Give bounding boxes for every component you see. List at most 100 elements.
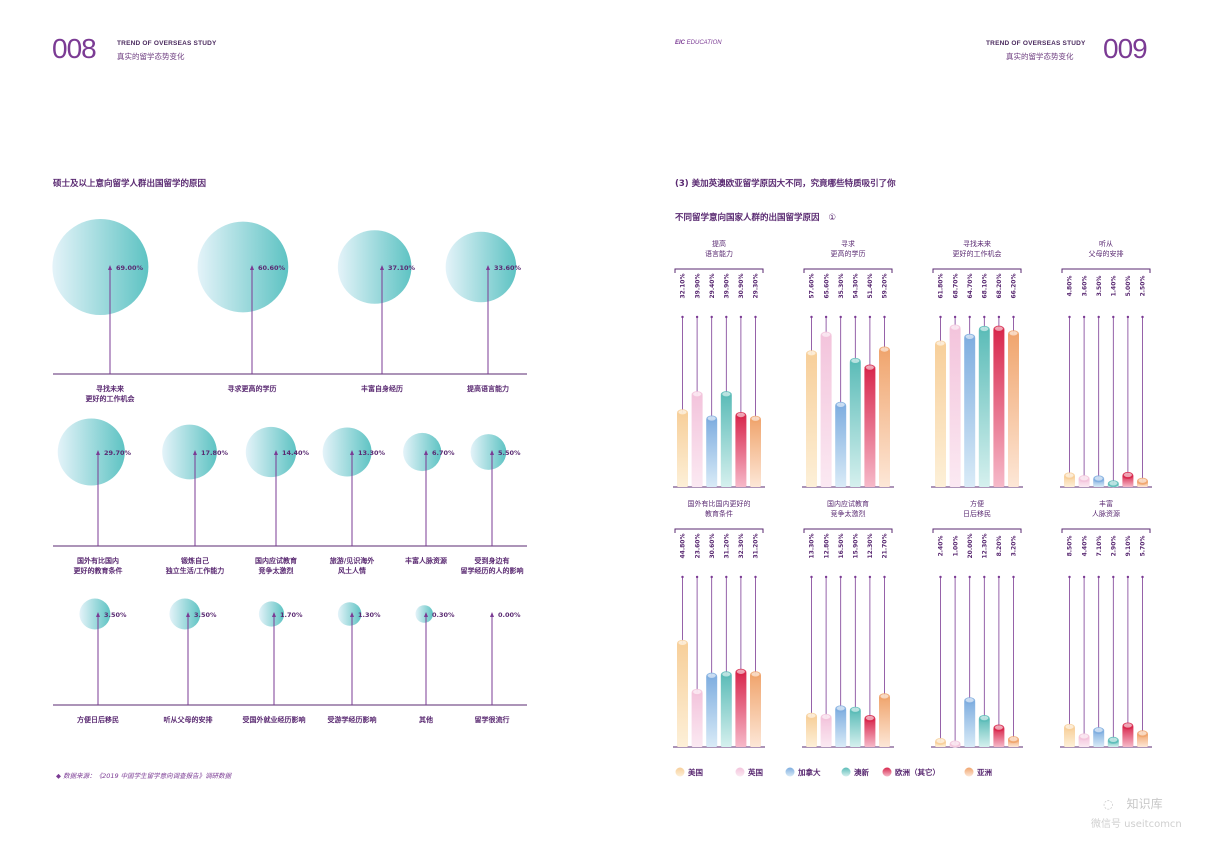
group-label-line: 提高 — [712, 239, 726, 248]
bar-stem-dot — [1112, 315, 1115, 319]
bubble — [470, 434, 507, 470]
bubble-category-label: 旅游/见识海外风土人情 — [329, 556, 375, 575]
bar-cap-highlight — [851, 707, 860, 712]
bubble-category-label: 方便日后移民 — [77, 715, 119, 724]
bar-value-label: 12.30% — [982, 534, 989, 559]
stem-arrow-icon — [186, 612, 190, 617]
bar — [806, 353, 817, 487]
bar-value-label: 13.30% — [809, 534, 816, 559]
bar-cap-highlight — [1109, 481, 1118, 486]
bar-cap-highlight — [1094, 727, 1103, 733]
bar-cap-highlight — [822, 714, 831, 720]
bubble-category-label-line: 风土人情 — [338, 566, 366, 575]
bar-stem-dot — [1082, 315, 1086, 319]
bar-stem-dot — [824, 315, 828, 319]
group-bracket — [1061, 528, 1151, 533]
group-label: 寻求更高的学历 — [831, 239, 866, 258]
bar-value-label: 23.60% — [694, 534, 701, 559]
bar-stem-dot — [1068, 315, 1071, 319]
bubble — [337, 230, 412, 304]
bar-value-label: 8.20% — [996, 536, 1003, 557]
bar-stem-dot — [983, 575, 986, 579]
bar-chart: 提高语言能力 32.10% 39.90% 29.40% 39.90% 30.90% 29.3… — [673, 239, 1152, 777]
bar-value-label: 2.40% — [938, 536, 945, 557]
bubble-value-label: 0.00% — [498, 611, 521, 619]
bar — [677, 412, 688, 487]
group-bracket — [932, 528, 1022, 533]
bubble-value-label: 3.50% — [194, 611, 217, 619]
bar-value-label: 1.00% — [952, 536, 959, 557]
bar-stem-dot — [953, 575, 957, 579]
bar-stem-dot — [1068, 575, 1071, 579]
bubble-value-label: 5.50% — [498, 449, 521, 457]
bar-cap-highlight — [707, 416, 716, 421]
bar-stem-dot — [1012, 315, 1015, 319]
stem-arrow-icon — [193, 450, 197, 455]
bar-cap-highlight — [994, 725, 1003, 730]
left-section-title: 硕士及以上意向留学人群出国留学的原因 — [53, 179, 207, 189]
bar — [849, 361, 861, 487]
bar — [864, 368, 876, 487]
group-label-line: 寻找未来 — [963, 239, 991, 248]
stem-arrow-icon — [424, 612, 428, 617]
bubble-value-label: 13.30% — [358, 449, 386, 457]
bubble — [258, 601, 285, 627]
group-label: 方便日后移民 — [963, 499, 991, 518]
bar-value-label: 35.30% — [838, 274, 845, 299]
bar-value-label: 30.90% — [738, 274, 745, 299]
bar-stem-dot — [1097, 315, 1100, 319]
left-page-number: 008 — [52, 33, 97, 64]
bar — [993, 728, 1005, 747]
bubble-category-label-line: 受游学经历影响 — [328, 715, 377, 724]
bar — [720, 394, 732, 487]
legend-label: 英国 — [748, 767, 763, 777]
bar-cap-highlight — [807, 350, 816, 356]
bubble-category-label-line: 受到身边有 — [475, 556, 510, 565]
bubble-value-label: 1.30% — [358, 611, 381, 619]
bar-cap-highlight — [1065, 724, 1074, 730]
bar — [879, 349, 890, 487]
bar-value-label: 32.10% — [680, 274, 687, 299]
bar-value-label: 5.70% — [1140, 536, 1147, 557]
bubble — [52, 219, 149, 315]
bubble-category-label: 听从父母的安排 — [164, 715, 213, 724]
bar-stem-dot — [739, 315, 743, 319]
bar — [706, 676, 718, 747]
bar — [1064, 727, 1075, 747]
bubble-category-label-line: 丰富自身经历 — [361, 384, 403, 393]
bar — [993, 329, 1005, 487]
bar-value-label: 4.40% — [1081, 536, 1088, 557]
bar-stem-dot — [725, 315, 728, 319]
stem-arrow-icon — [424, 450, 428, 455]
source-note: ◆ 数据来源：《2019 中国学生留学意向调查报告》调研数据 — [56, 772, 232, 780]
stem-arrow-icon — [490, 612, 494, 617]
bubble — [162, 424, 217, 480]
stem-arrow-icon — [490, 450, 494, 455]
brand-bold: EIC — [675, 40, 686, 46]
bar-stem-dot — [939, 575, 942, 579]
bubble-category-label: 寻找未来更好的工作机会 — [86, 384, 136, 403]
stem-arrow-icon — [250, 265, 254, 270]
bar-cap-highlight — [822, 332, 831, 337]
watermark-line1: 知识库 — [1126, 797, 1163, 811]
bar-cap-highlight — [1065, 473, 1074, 478]
bubble — [337, 602, 362, 626]
bar-cap-highlight — [807, 713, 816, 718]
group-label: 国内应试教育竞争太激烈 — [827, 499, 869, 518]
bar-value-label: 20.00% — [967, 534, 974, 559]
left-header-title-en: TREND OF OVERSEAS STUDY — [117, 40, 217, 47]
bar-stem-dot — [754, 315, 757, 319]
bubble-category-label-line: 寻求更高的学历 — [228, 384, 277, 393]
bar-value-label: 12.80% — [823, 534, 830, 559]
legend-label: 加拿大 — [797, 767, 821, 777]
bar-cap-highlight — [994, 326, 1003, 331]
bubble-category-label-line: 独立生活/工作能力 — [165, 566, 225, 575]
group-bracket — [674, 268, 764, 273]
bar-value-label: 31.20% — [753, 534, 760, 559]
right-heading: (3) 美加英澳欧亚留学原因大不同，究竟哪些特质吸引了你 — [675, 179, 896, 189]
bar-value-label: 59.20% — [882, 274, 889, 299]
bar-stem-dot — [868, 575, 872, 579]
bar-stem-dot — [824, 575, 828, 579]
bubble-category-label-line: 国外有比国内 — [77, 556, 119, 565]
group-label-line: 丰富 — [1099, 499, 1113, 508]
